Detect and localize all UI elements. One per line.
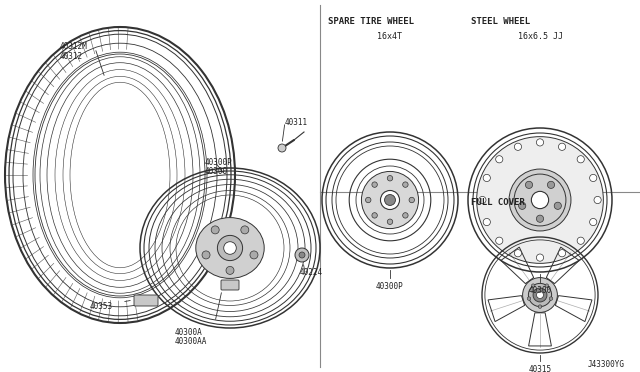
Circle shape [536, 215, 543, 222]
Text: 40311: 40311 [285, 118, 308, 127]
Circle shape [483, 218, 490, 226]
Circle shape [250, 251, 258, 259]
Circle shape [385, 195, 396, 205]
Circle shape [387, 176, 393, 181]
Circle shape [483, 174, 490, 182]
Text: 40315: 40315 [529, 365, 552, 372]
Circle shape [589, 174, 597, 182]
Circle shape [224, 242, 236, 254]
Circle shape [536, 254, 543, 261]
FancyBboxPatch shape [134, 295, 158, 306]
Circle shape [479, 196, 486, 203]
Text: J43300YG: J43300YG [588, 360, 625, 369]
Circle shape [509, 169, 571, 231]
Ellipse shape [196, 218, 264, 278]
Text: FULL COVER: FULL COVER [471, 198, 525, 207]
Circle shape [554, 202, 561, 209]
Text: 40312: 40312 [60, 52, 83, 61]
Circle shape [531, 191, 548, 209]
Text: 40300P: 40300P [376, 282, 404, 291]
Circle shape [409, 197, 415, 203]
Circle shape [559, 143, 566, 150]
Circle shape [403, 182, 408, 187]
Circle shape [495, 237, 503, 244]
Circle shape [538, 305, 541, 308]
Circle shape [531, 284, 535, 287]
Ellipse shape [35, 54, 205, 296]
Circle shape [577, 237, 584, 244]
Text: 40300: 40300 [529, 286, 552, 295]
Circle shape [211, 226, 219, 234]
Circle shape [536, 139, 543, 146]
Circle shape [523, 278, 557, 312]
Circle shape [533, 288, 547, 302]
Text: 16x4T: 16x4T [378, 32, 403, 41]
Circle shape [218, 235, 243, 261]
Circle shape [547, 181, 555, 189]
Text: 40224: 40224 [300, 268, 323, 277]
Circle shape [387, 219, 393, 224]
Circle shape [559, 250, 566, 257]
Circle shape [525, 181, 532, 189]
Circle shape [515, 250, 522, 257]
Circle shape [515, 143, 522, 150]
Text: 40300: 40300 [205, 167, 228, 176]
Text: 40300A: 40300A [175, 328, 203, 337]
Circle shape [495, 155, 503, 163]
Circle shape [202, 251, 210, 259]
Circle shape [545, 284, 548, 287]
Circle shape [527, 297, 531, 300]
Text: 40300AA: 40300AA [175, 337, 207, 346]
Circle shape [549, 297, 553, 300]
Circle shape [241, 226, 249, 234]
Text: 40353: 40353 [90, 302, 113, 311]
FancyBboxPatch shape [221, 280, 239, 290]
Circle shape [278, 144, 286, 152]
Circle shape [577, 155, 584, 163]
Circle shape [594, 196, 601, 203]
Circle shape [362, 171, 419, 228]
Text: 40300P: 40300P [205, 158, 233, 167]
Circle shape [518, 202, 526, 209]
Circle shape [380, 190, 399, 209]
Circle shape [372, 213, 378, 218]
Circle shape [477, 137, 604, 263]
Circle shape [529, 283, 552, 307]
Circle shape [372, 182, 378, 187]
Circle shape [589, 218, 597, 226]
Circle shape [536, 292, 543, 298]
Circle shape [295, 248, 309, 262]
Circle shape [299, 252, 305, 258]
Circle shape [365, 197, 371, 203]
Text: SPARE TIRE WHEEL: SPARE TIRE WHEEL [328, 17, 414, 26]
Text: 16x6.5 JJ: 16x6.5 JJ [518, 32, 563, 41]
Text: STEEL WHEEL: STEEL WHEEL [471, 17, 530, 26]
Circle shape [226, 266, 234, 275]
Circle shape [403, 213, 408, 218]
Text: 40312M: 40312M [60, 42, 88, 51]
